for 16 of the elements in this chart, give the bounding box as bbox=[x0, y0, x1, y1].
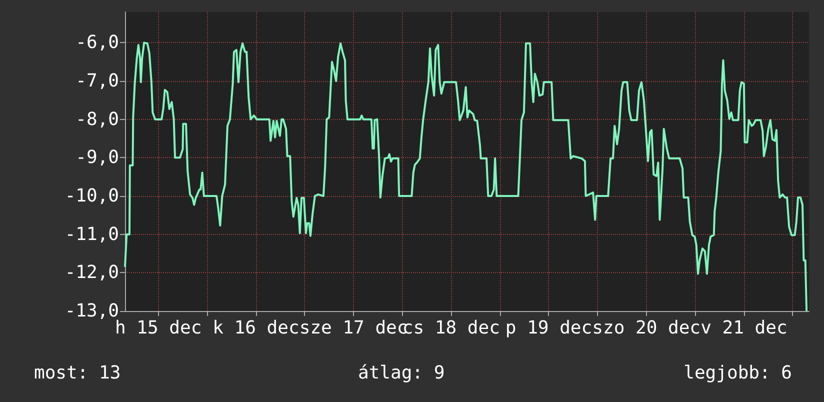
y-tick-label: -12,0 bbox=[64, 262, 119, 284]
text: legjobb: 6 bbox=[684, 362, 792, 384]
y-tick-label: -9,0 bbox=[76, 147, 119, 168]
x-tick-label: h 15 dec bbox=[114, 318, 202, 338]
x-tick-label: k 16 dec bbox=[212, 318, 300, 338]
y-tick-label: -7,0 bbox=[76, 70, 119, 92]
x-tick-label: sze 17 dec bbox=[299, 318, 408, 338]
text: átlag: 9 bbox=[358, 362, 445, 384]
x-tick-label: p 19 dec bbox=[505, 318, 592, 338]
x-tick-label: v 21 dec bbox=[700, 318, 788, 338]
text: most: 13 bbox=[34, 362, 121, 384]
y-tick-label: -11,0 bbox=[64, 224, 119, 245]
y-tick-label: -10,0 bbox=[64, 186, 119, 206]
y-tick-label: -6,0 bbox=[76, 32, 119, 54]
y-tick-label: -8,0 bbox=[76, 108, 119, 130]
x-tick-label: szo 20 dec bbox=[592, 318, 701, 338]
